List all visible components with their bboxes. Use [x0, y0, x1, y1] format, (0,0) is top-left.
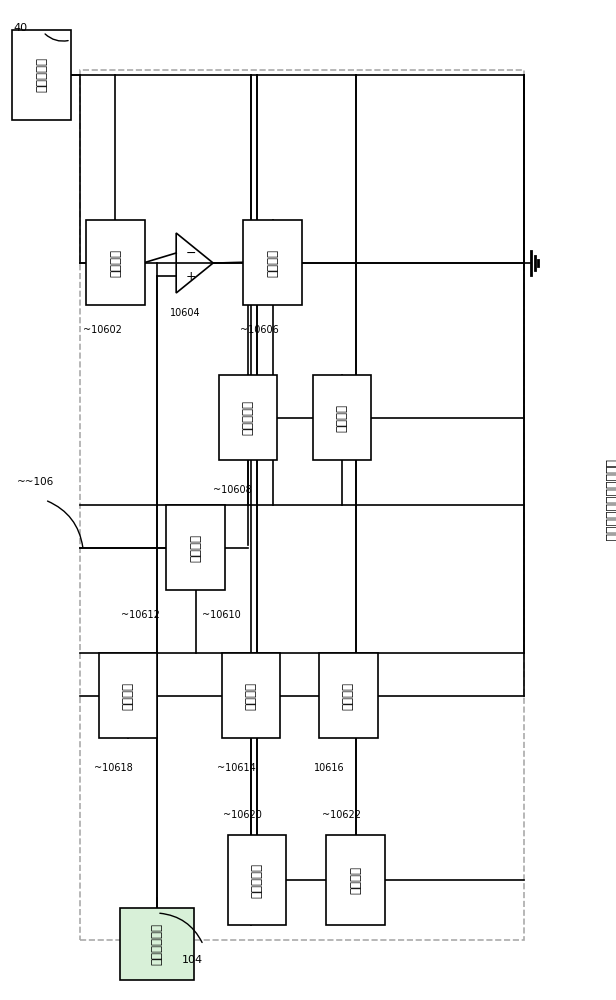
Text: 104: 104	[182, 955, 203, 965]
Text: ~~106: ~~106	[17, 477, 54, 487]
FancyBboxPatch shape	[219, 375, 277, 460]
Text: 发光二极管: 发光二极管	[35, 57, 48, 93]
Text: ~10610: ~10610	[202, 610, 240, 620]
FancyBboxPatch shape	[228, 835, 286, 925]
Text: ~10618: ~10618	[94, 763, 132, 773]
FancyBboxPatch shape	[99, 653, 157, 738]
Text: ~10608: ~10608	[213, 485, 251, 495]
FancyBboxPatch shape	[120, 908, 194, 980]
Text: ~10622: ~10622	[322, 810, 360, 820]
Text: 第三电容: 第三电容	[342, 682, 355, 710]
Text: 第一接点: 第一接点	[109, 249, 122, 277]
FancyBboxPatch shape	[243, 220, 302, 305]
FancyBboxPatch shape	[166, 505, 225, 590]
Text: 10616: 10616	[314, 763, 345, 773]
FancyBboxPatch shape	[12, 30, 71, 120]
Text: 第二电阔: 第二电阔	[245, 682, 257, 710]
FancyBboxPatch shape	[326, 835, 385, 925]
Text: ~10620: ~10620	[223, 810, 262, 820]
Text: 第一晶体管: 第一晶体管	[251, 862, 264, 898]
Text: 10604: 10604	[170, 308, 201, 318]
Text: 积分取样单元: 积分取样单元	[150, 923, 164, 965]
Text: 稿纳二极管: 稿纳二极管	[241, 400, 254, 435]
FancyBboxPatch shape	[86, 220, 145, 305]
Text: 电压对电流控制转换单元: 电压对电流控制转换单元	[603, 459, 616, 541]
Text: ~10602: ~10602	[83, 325, 122, 335]
Text: −: −	[185, 246, 197, 259]
Text: 40: 40	[14, 23, 28, 33]
Text: 第一电容: 第一电容	[336, 403, 349, 432]
Text: 第三电阔: 第三电阔	[121, 682, 134, 710]
Text: ~10612: ~10612	[121, 610, 160, 620]
Text: +: +	[185, 269, 197, 282]
Text: 第四电阔: 第四电阔	[349, 866, 362, 894]
FancyBboxPatch shape	[222, 653, 280, 738]
Text: ~10606: ~10606	[240, 325, 279, 335]
Text: ~10614: ~10614	[217, 763, 256, 773]
Text: 第一电阔: 第一电阔	[266, 249, 279, 277]
Text: 第二电容: 第二电容	[189, 534, 202, 562]
FancyBboxPatch shape	[313, 375, 371, 460]
FancyBboxPatch shape	[319, 653, 378, 738]
